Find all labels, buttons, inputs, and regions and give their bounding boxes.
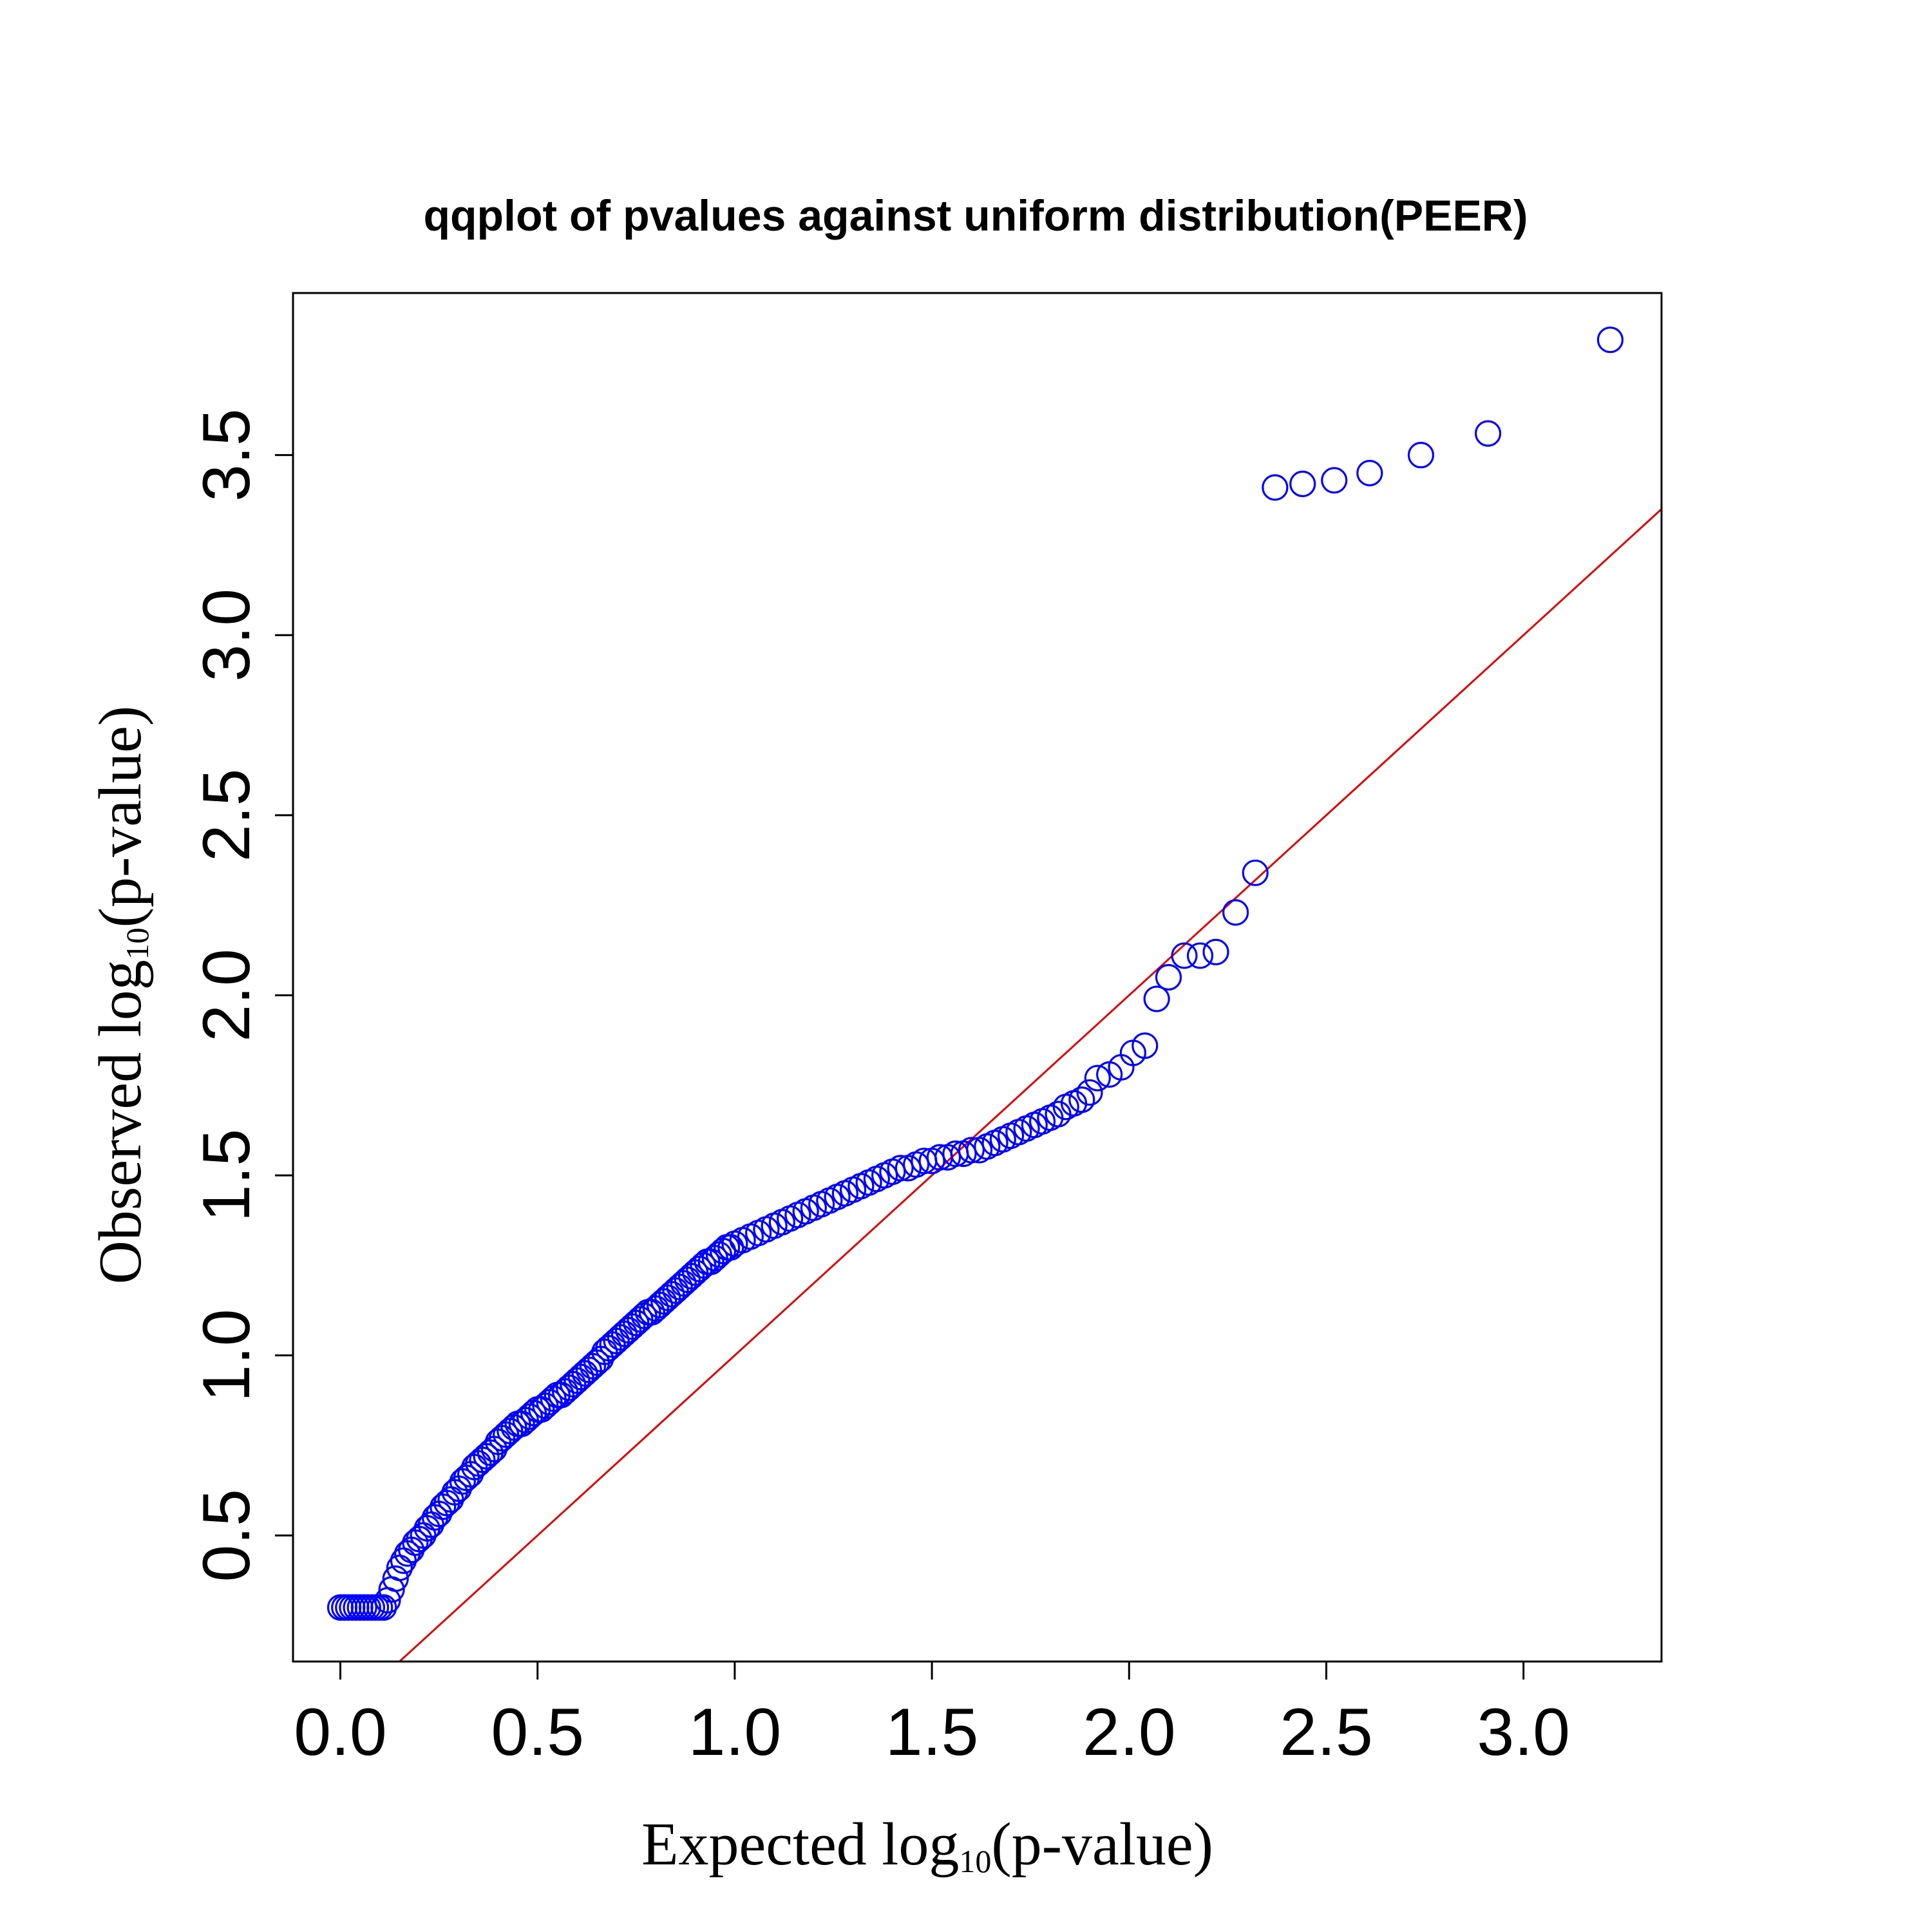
y-tick-label: 1.5: [189, 1129, 264, 1222]
y-tick-label: 3.0: [189, 589, 264, 682]
plot-frame: [292, 292, 1663, 1663]
x-axis-title-main: Expected log: [641, 1811, 959, 1878]
data-point: [1132, 1032, 1159, 1059]
y-tick-label: 2.5: [189, 769, 264, 862]
data-point: [1186, 942, 1214, 969]
y-tick-label: 3.5: [189, 408, 264, 502]
data-point: [1202, 938, 1229, 965]
y-axis-title-subscript: 10: [119, 927, 155, 960]
data-point: [370, 1594, 397, 1621]
y-axis-title-suffix: (p-value): [87, 706, 154, 927]
x-tick-label: 1.0: [688, 1695, 782, 1770]
y-axis-title: Observed log10(p-value): [87, 706, 155, 1284]
x-tick-label: 3.0: [1477, 1695, 1570, 1770]
data-point: [1407, 442, 1435, 469]
y-tick-label: 1.0: [189, 1309, 264, 1402]
data-point: [1289, 470, 1316, 497]
data-point: [958, 1137, 985, 1164]
data-point: [382, 1565, 409, 1592]
x-tick-label: 0.5: [491, 1695, 584, 1770]
data-point: [1068, 1086, 1095, 1113]
x-axis: 0.0 0.5 1.0 1.5 2.0 2.5 3.0: [294, 1662, 1570, 1770]
data-point: [1242, 859, 1269, 886]
y-tick-label: 0.5: [189, 1489, 264, 1582]
data-point: [1076, 1079, 1103, 1106]
reference-line: [398, 508, 1662, 1662]
x-axis-title: Expected log10(p-value): [641, 1811, 1213, 1879]
y-axis-title-main: Observed log: [87, 960, 154, 1284]
data-point: [1321, 467, 1348, 494]
chart-title: qqplot of pvalues against uniform distri…: [423, 191, 1528, 240]
data-point: [887, 1155, 914, 1182]
x-tick-label: 1.5: [886, 1695, 979, 1770]
x-tick-label: 2.5: [1280, 1695, 1373, 1770]
y-axis: 0.5 1.0 1.5 2.0 2.5 3.0 3.5: [189, 408, 293, 1582]
data-point: [1596, 327, 1624, 354]
y-tick-label: 2.0: [189, 949, 264, 1042]
x-tick-label: 0.0: [294, 1695, 387, 1770]
data-point: [1474, 420, 1502, 447]
data-point: [1262, 474, 1289, 501]
x-axis-title-suffix: (p-value): [991, 1811, 1213, 1878]
x-tick-label: 2.0: [1083, 1695, 1176, 1770]
data-point: [1171, 942, 1198, 969]
reference-line-group: [398, 508, 1662, 1662]
data-point: [1155, 963, 1182, 991]
data-points: [327, 327, 1624, 1621]
data-point: [1084, 1065, 1111, 1092]
x-axis-title-subscript: 10: [959, 1843, 991, 1879]
data-point: [1222, 899, 1249, 926]
data-point: [1356, 460, 1383, 487]
data-point: [1143, 985, 1170, 1012]
